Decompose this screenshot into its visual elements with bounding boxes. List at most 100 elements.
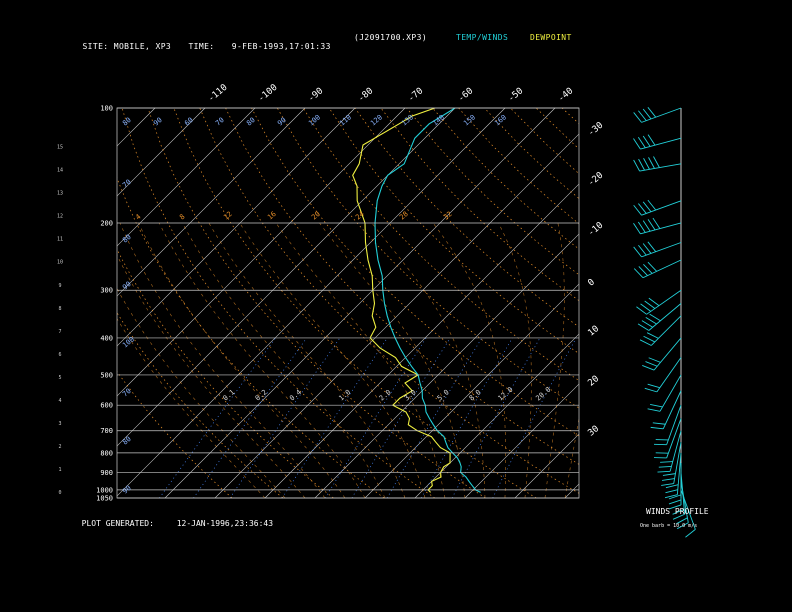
mixing-ratio-line — [193, 337, 307, 498]
mixing-ratio-line — [282, 337, 388, 498]
site-value: MOBILE, XP3 — [113, 42, 172, 51]
moist-adiabat-line — [498, 222, 532, 498]
wind-barb — [644, 357, 682, 393]
temperature-right-tick-label: 30 — [586, 424, 601, 439]
pressure-tick-label: 200 — [100, 219, 113, 227]
dry-adiabat-line — [380, 108, 579, 302]
isotherm-line — [117, 108, 306, 297]
temperature-top-tick-label: -60 — [457, 86, 476, 104]
isotherm-line — [464, 383, 579, 498]
theta-label: 80 — [121, 233, 133, 245]
isotherm-line — [117, 108, 456, 447]
file-id: (J2091700.XP3) — [354, 33, 428, 42]
isotherm-line — [117, 108, 506, 497]
theta-label: 110 — [338, 113, 353, 127]
dry-adiabat-line — [147, 108, 486, 498]
isotherm-line — [117, 108, 256, 247]
wind-barb — [653, 405, 682, 446]
wind-barb — [633, 156, 682, 172]
dry-adiabat-line — [117, 248, 334, 498]
wind-barb — [633, 134, 682, 150]
mixing-ratio-line — [229, 337, 341, 498]
legend-temp: TEMP/WINDS — [456, 33, 509, 42]
pressure-tick-label: 400 — [100, 334, 113, 342]
dry-adiabat-line — [406, 108, 579, 276]
time-value: 9-FEB-1993,17:01:33 — [231, 42, 331, 51]
wind-barb — [633, 217, 682, 235]
moist-adiabat-line — [119, 222, 326, 498]
dry-adiabat-line — [225, 108, 579, 465]
moist-adiabat-line — [138, 222, 346, 498]
isotherm-line — [0, 108, 105, 498]
isotherm-line — [615, 108, 792, 498]
wind-barb — [661, 442, 682, 486]
moist-adiabat-label: 8 — [178, 213, 186, 222]
plot-generated-value: 12-JAN-1996,23:36:43 — [176, 519, 274, 528]
plot-generated-label: PLOT GENERATED: — [81, 519, 154, 528]
moist-adiabat-line — [208, 222, 406, 498]
wind-barb — [637, 303, 682, 331]
mixing-ratio-label: 0.2 — [254, 388, 269, 402]
pressure-tick-label: 300 — [100, 287, 113, 295]
wind-barb — [676, 481, 689, 530]
wind-barb — [633, 199, 682, 216]
isotherm-line — [264, 183, 579, 498]
site-label: SITE: — [82, 42, 109, 51]
moist-adiabat-line — [275, 222, 446, 498]
temperature-top-tick-label: -40 — [557, 86, 576, 104]
mixing-ratio-line — [159, 337, 276, 498]
moist-adiabat-label: 20 — [310, 210, 322, 222]
moist-adiabat-line — [182, 222, 386, 498]
wind-barb — [657, 430, 682, 473]
dry-adiabat-line — [121, 108, 436, 498]
temperature-right-tick-label: 0 — [586, 277, 597, 288]
pressure-tick-label: 800 — [100, 449, 113, 457]
theta-label: 70 — [121, 387, 133, 399]
time-label: TIME: — [188, 42, 215, 51]
theta-label: 80 — [245, 116, 257, 128]
wind-barb — [653, 418, 682, 459]
isotherm-line — [414, 333, 579, 498]
mixing-ratio-label: 5.0 — [436, 388, 451, 402]
theta-label: 90 — [121, 484, 133, 496]
dry-adiabat-line — [117, 311, 284, 498]
wind-barb — [636, 289, 682, 315]
temperature-top-tick-label: -50 — [507, 86, 526, 104]
legend-dewpoint: DEWPOINT — [530, 33, 572, 42]
height-km-tick-label: 13 — [57, 191, 63, 197]
dry-adiabat-line — [510, 108, 579, 175]
theta-label: 100 — [121, 335, 136, 349]
moist-adiabat-label: 28 — [398, 210, 410, 222]
height-km-tick-label: 0 — [58, 490, 61, 496]
wind-barb — [647, 374, 682, 412]
temperature-right-tick-label: -10 — [586, 220, 605, 238]
pressure-tick-label: 1000 — [96, 486, 113, 494]
temperature-top-tick-label: -110 — [207, 83, 230, 105]
dry-adiabat-line — [251, 108, 579, 437]
dry-adiabat-line — [199, 108, 579, 494]
temperature-top-tick-label: -100 — [257, 83, 280, 105]
mixing-ratio-line — [420, 337, 513, 498]
mixing-ratio-label: 12.0 — [497, 386, 515, 403]
barb-note: One barb = 10.0 m/s — [640, 523, 698, 529]
isotherm-line — [0, 108, 55, 498]
temperature-right-tick-label: -30 — [586, 120, 605, 138]
theta-label: 100 — [307, 113, 322, 127]
dry-adiabat-line — [484, 108, 579, 200]
temperature-top-tick-label: -80 — [357, 86, 376, 104]
wind-barb — [639, 315, 682, 346]
pressure-tick-label: 900 — [100, 469, 113, 477]
pressure-tick-label: 500 — [100, 371, 113, 379]
mixing-ratio-label: 2.0 — [378, 388, 393, 402]
height-km-tick-label: 8 — [58, 306, 61, 312]
moist-adiabat-line — [432, 222, 506, 498]
temperature-top-tick-label: -70 — [407, 86, 426, 104]
temperature-top-tick-label: -90 — [307, 86, 326, 104]
wind-barb — [664, 452, 682, 499]
moist-adiabat-line — [564, 416, 579, 498]
isotherm-line — [0, 108, 5, 498]
mixing-ratio-label: 0.4 — [288, 388, 303, 402]
pressure-tick-label: 600 — [100, 402, 113, 410]
pressure-tick-label: 100 — [100, 105, 113, 113]
isotherm-line — [314, 233, 579, 498]
